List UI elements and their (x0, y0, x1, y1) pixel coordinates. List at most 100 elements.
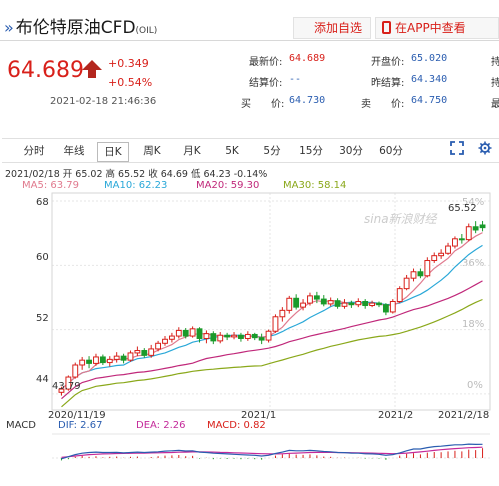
tab-weekly-k[interactable]: 周K (143, 145, 161, 157)
ma20-line (61, 280, 483, 400)
view-in-app-button[interactable]: 在APP中查看 (375, 17, 499, 39)
candle-body (320, 298, 327, 305)
open-label: 开盘价: (371, 57, 405, 68)
ma30-legend: MA30: 58.14 (283, 180, 347, 191)
candle-body (231, 334, 237, 338)
buy-label: 买 价: (241, 99, 285, 110)
last-value: 64.689 (289, 53, 326, 64)
candle-body (313, 295, 320, 300)
candle-body (182, 329, 189, 337)
x-tick-1: 2020/11/19 (48, 410, 106, 421)
candle-body (417, 271, 424, 277)
candle-body (106, 358, 113, 364)
fullscreen-icon[interactable] (450, 141, 464, 155)
candle-body (327, 300, 334, 305)
candle-body (168, 335, 175, 340)
candle-body (86, 359, 92, 364)
tab-year[interactable]: 年线 (63, 145, 85, 157)
candle-body (72, 364, 79, 378)
candle-body (396, 288, 403, 302)
y-tick-52: 52 (36, 313, 49, 324)
candle-body (279, 309, 286, 318)
prev-settle-value: 64.340 (411, 74, 448, 85)
candle-body (341, 302, 348, 307)
candle-body (458, 238, 465, 241)
gear-icon[interactable] (478, 141, 492, 155)
candle-body (272, 316, 279, 332)
ma5-line (61, 232, 483, 390)
candle-body (479, 224, 486, 229)
candle-body (99, 356, 106, 364)
candle-body (127, 352, 134, 361)
candle-body (389, 301, 396, 313)
instrument-code: (OIL) (135, 26, 158, 36)
candle-body (58, 388, 65, 393)
view-in-app-label: 在APP中查看 (395, 21, 466, 35)
dif-legend: DIF: 2.67 (58, 420, 103, 431)
candle-body (203, 333, 210, 339)
add-favorite-button[interactable]: 添加自选 (293, 17, 371, 39)
candle-body (175, 329, 182, 337)
candle-body (362, 301, 369, 307)
prev-settle-label: 昨结算: (371, 78, 405, 89)
candle-body (134, 350, 141, 354)
candle-body (369, 302, 376, 307)
macd-chart (52, 433, 490, 461)
x-tick-2: 2021/1 (241, 410, 277, 421)
ma5-legend: MA5: 63.79 (22, 180, 80, 191)
candle-body (465, 226, 472, 241)
candle-body (79, 359, 86, 366)
candle-body (355, 301, 362, 306)
buy-value: 64.730 (289, 95, 326, 106)
candle-body (334, 300, 341, 307)
macd-title: MACD (6, 420, 36, 431)
tab-intraday[interactable]: 分时 (23, 145, 45, 157)
macd-legend: MACD: 0.82 (207, 420, 266, 431)
y-tick-68: 68 (36, 197, 49, 208)
price-change: +0.349 (108, 57, 149, 70)
candle-body (293, 297, 300, 308)
tab-15min[interactable]: 15分 (299, 145, 323, 157)
x-tick-4: 2021/2/18 (438, 410, 490, 421)
y-right-tick-54: 54% (462, 197, 485, 208)
candle-body (258, 337, 265, 341)
ohlc-info: 2021/02/18 开 65.02 高 65.52 收 64.69 低 64.… (5, 169, 268, 180)
tab-5min[interactable]: 5分 (263, 145, 281, 157)
tab-monthly-k[interactable]: 月K (183, 145, 201, 157)
candle-body (472, 226, 479, 231)
open-value: 65.020 (411, 53, 448, 64)
price-change-percent: +0.54% (108, 76, 153, 89)
plot-frame (51, 192, 491, 411)
tab-daily-k[interactable]: 日K (97, 142, 129, 162)
y-tick-60: 60 (36, 252, 49, 263)
y-tick-44: 44 (36, 374, 49, 385)
low-label: 43.79 (52, 381, 81, 392)
last2-label: 最 (491, 99, 499, 110)
quote-timestamp: 2021-02-18 21:46:36 (50, 96, 157, 107)
candle-body (265, 330, 272, 341)
candle-body (410, 271, 417, 279)
sina-watermark: sina新浪财经 (364, 212, 437, 226)
tab-30min[interactable]: 30分 (339, 145, 363, 157)
candle-body (196, 328, 203, 339)
title-prefix: » (4, 18, 14, 37)
candle-body (120, 355, 127, 361)
candle-body (210, 333, 217, 342)
hold2-label: 持 (491, 78, 499, 89)
x-tick-3: 2021/2 (378, 410, 414, 421)
y-right-tick-18: 18% (462, 319, 485, 330)
instrument-title: » 布伦特原油CFD(OIL) (4, 13, 157, 38)
ma10-line (61, 244, 483, 390)
tab-5k[interactable]: 5K (225, 145, 239, 157)
candle-body (148, 348, 155, 356)
high-label: 65.52 (448, 203, 477, 214)
add-favorite-label: 添加自选 (314, 21, 363, 35)
candle-body (238, 334, 244, 339)
candle-body (162, 338, 168, 344)
candle-body (438, 252, 445, 257)
candle-body (244, 333, 251, 339)
candle-body (452, 238, 458, 247)
period-tab-bar: 分时 年线 日K 周K 月K 5K 5分 15分 30分 60分 (2, 138, 499, 163)
tab-60min[interactable]: 60分 (379, 145, 403, 157)
hold-label: 持 (491, 57, 499, 68)
